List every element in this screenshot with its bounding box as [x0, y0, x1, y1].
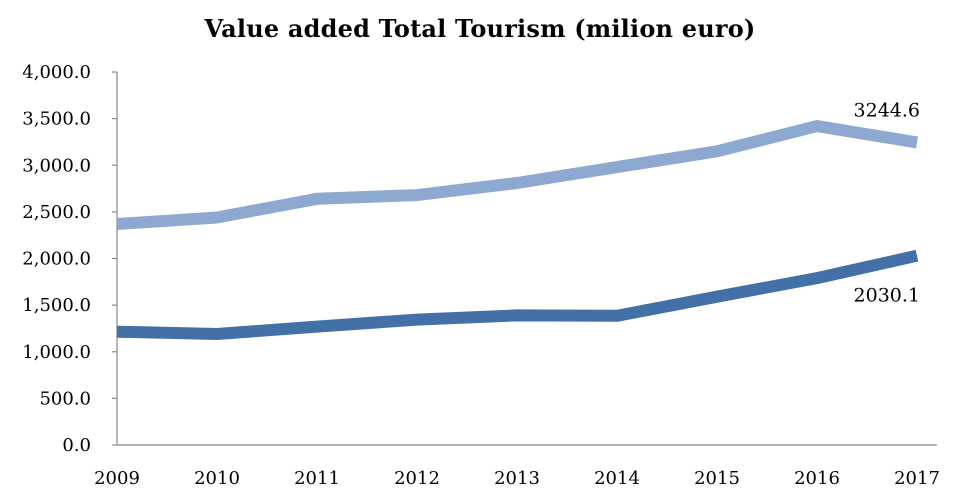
- series-line-1: [116, 120, 918, 230]
- y-tick-label: 2,000.0: [22, 249, 91, 270]
- x-tick-label: 2017: [894, 468, 940, 489]
- x-tick-label: 2009: [94, 468, 140, 489]
- series-lines: [116, 120, 919, 340]
- series-line-2: [116, 249, 919, 340]
- chart-title: Value added Total Tourism (milion euro): [204, 14, 756, 43]
- y-tick-label: 0.0: [62, 435, 91, 456]
- x-tick-label: 2015: [694, 468, 740, 489]
- y-tick-label: 1,500.0: [22, 295, 91, 316]
- y-axis-ticks: 0.0 500.0 1,000.0 1,500.0 2,000.0 2,500.0 3,00…: [22, 62, 117, 456]
- x-axis-ticks: 2009 2010 2011 2012 2013 2014 2015 2016 2017: [94, 468, 940, 489]
- x-tick-label: 2011: [294, 468, 340, 489]
- data-label-series-1: 3244.6: [854, 99, 920, 121]
- data-label-series-2: 2030.1: [854, 285, 920, 307]
- y-tick-label: 2,500.0: [22, 202, 91, 223]
- data-labels: 3244.6 2030.1: [854, 99, 920, 306]
- y-tick-label: 500.0: [39, 388, 91, 409]
- x-tick-label: 2016: [794, 468, 840, 489]
- y-tick-label: 1,000.0: [22, 342, 91, 363]
- y-tick-label: 4,000.0: [22, 62, 91, 83]
- x-tick-label: 2013: [494, 468, 540, 489]
- y-tick-label: 3,500.0: [22, 109, 91, 130]
- x-tick-label: 2010: [194, 468, 240, 489]
- x-tick-label: 2014: [594, 468, 640, 489]
- x-tick-label: 2012: [394, 468, 440, 489]
- y-tick-label: 3,000.0: [22, 155, 91, 176]
